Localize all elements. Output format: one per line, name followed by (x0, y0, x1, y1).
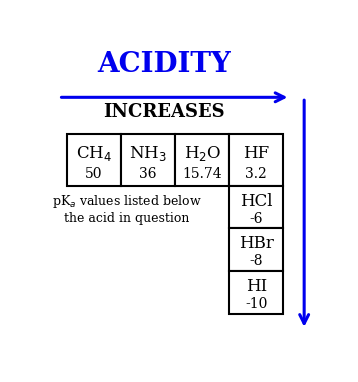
Text: 36: 36 (139, 167, 157, 181)
Bar (229, 271, 284, 314)
Text: ACIDITY: ACIDITY (97, 52, 231, 78)
Text: HF: HF (243, 145, 270, 162)
Bar (67, 134, 121, 186)
Text: -6: -6 (250, 212, 263, 226)
Text: HCl: HCl (240, 193, 272, 210)
Text: HI: HI (246, 278, 267, 295)
Text: CH$_4$: CH$_4$ (76, 144, 112, 163)
Bar (229, 186, 284, 228)
Text: -8: -8 (250, 254, 263, 269)
Text: -10: -10 (245, 297, 267, 311)
Text: 3.2: 3.2 (246, 167, 267, 181)
Text: NH$_3$: NH$_3$ (129, 144, 167, 163)
Text: 50: 50 (85, 167, 103, 181)
Text: H$_2$O: H$_2$O (184, 144, 221, 163)
Bar (121, 134, 175, 186)
Bar (175, 134, 229, 186)
Text: pK$_a$ values listed below
the acid in question: pK$_a$ values listed below the acid in q… (52, 193, 202, 225)
Bar (229, 134, 284, 186)
Text: HBr: HBr (239, 235, 274, 253)
Text: INCREASES: INCREASES (103, 103, 225, 121)
Text: 15.74: 15.74 (182, 167, 222, 181)
Bar (229, 228, 284, 271)
